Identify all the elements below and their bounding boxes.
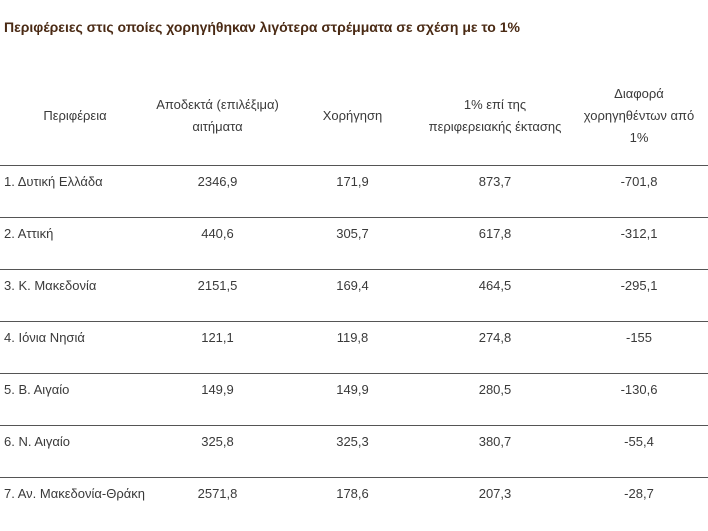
granted-cell: 171,9 [285,165,420,218]
header-region: Περιφέρεια [0,66,150,166]
accepted-cell: 2346,9 [150,165,285,218]
region-cell: 2. Αττική [0,217,150,270]
accepted-cell: 121,1 [150,321,285,374]
difference-cell: -701,8 [570,165,708,218]
table-row: 2. Αττική 440,6 305,7 617,8 -312,1 [0,217,708,270]
one-percent-cell: 207,3 [478,486,512,501]
difference-cell: -312,1 [570,217,708,270]
granted-cell: 178,6 [336,486,369,501]
one-percent-cell: 274,8 [420,321,570,374]
accepted-cell: 325,8 [150,425,285,478]
one-percent-cell: 380,7 [420,425,570,478]
granted-cell: 169,4 [285,269,420,322]
one-percent-cell: 617,8 [420,217,570,270]
one-percent-cell: 873,7 [420,165,570,218]
region-cell: 4. Ιόνια Νησιά [0,321,150,374]
table-row: 1. Δυτική Ελλάδα 2346,9 171,9 873,7 -701… [0,165,708,218]
accepted-cell: 440,6 [150,217,285,270]
table-row: 6. Ν. Αιγαίο 325,8 325,3 380,7 -55,4 [0,425,708,478]
header-accepted-requests: Αποδεκτά (επιλέξιμα) αιτήματα [150,66,285,166]
header-granted: Χορήγηση [285,66,420,166]
accepted-cell: 2571,8 [197,486,238,501]
table-row: 7. Αν. Μακεδονία-Θράκη 2571,8 178,6 207,… [0,478,708,530]
table-row: 4. Ιόνια Νησιά 121,1 119,8 274,8 -155 [0,321,708,374]
table-header-row: Περιφέρεια Αποδεκτά (επιλέξιμα) αιτήματα… [0,66,708,166]
granted-cell: 149,9 [285,373,420,426]
one-percent-cell: 464,5 [420,269,570,322]
accepted-cell: 149,9 [150,373,285,426]
regions-table: Περιφέρεια Αποδεκτά (επιλέξιμα) αιτήματα… [0,66,708,530]
accepted-cell: 2151,5 [150,269,285,322]
one-percent-cell: 280,5 [420,373,570,426]
region-cell: 7. Αν. Μακεδονία-Θράκη [4,486,145,501]
difference-cell: -55,4 [570,425,708,478]
granted-cell: 305,7 [285,217,420,270]
difference-cell: -28,7 [624,486,654,501]
region-cell: 5. Β. Αιγαίο [0,373,150,426]
page-title: Περιφέρειες στις οποίες χορηγήθηκαν λιγό… [4,19,520,35]
header-one-percent-area: 1% επί της περιφερειακής έκτασης [420,66,570,166]
table-row: 3. Κ. Μακεδονία 2151,5 169,4 464,5 -295,… [0,269,708,322]
region-cell: 6. Ν. Αιγαίο [0,425,150,478]
header-difference: Διαφορά χορηγηθέντων από 1% [570,66,708,166]
region-cell: 1. Δυτική Ελλάδα [0,165,150,218]
region-cell: 3. Κ. Μακεδονία [0,269,150,322]
difference-cell: -295,1 [570,269,708,322]
difference-cell: -155 [570,321,708,374]
table-row: 5. Β. Αιγαίο 149,9 149,9 280,5 -130,6 [0,373,708,426]
granted-cell: 119,8 [285,321,420,374]
granted-cell: 325,3 [285,425,420,478]
difference-cell: -130,6 [570,373,708,426]
